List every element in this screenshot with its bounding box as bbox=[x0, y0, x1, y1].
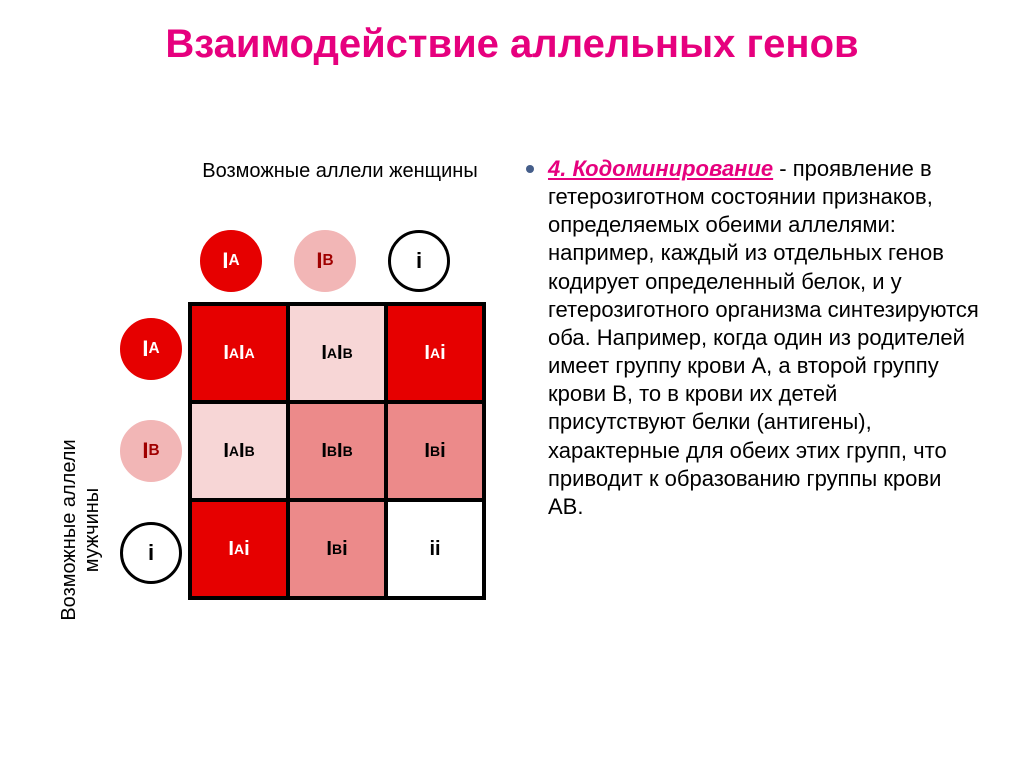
bullet-icon bbox=[526, 165, 534, 173]
slide-title: Взаимодействие аллельных генов bbox=[0, 22, 1024, 67]
row-headers: IA IB i bbox=[120, 300, 182, 602]
punnett-cell: IAi bbox=[192, 502, 286, 596]
male-alleles-label: Возможные аллели мужчины bbox=[58, 400, 104, 660]
term-label: 4. Кодоминирование bbox=[548, 156, 773, 181]
left-panel: Возможные аллели женщины Возможные аллел… bbox=[40, 160, 480, 720]
allele-circle: IB bbox=[294, 230, 356, 292]
punnett-cell: IBi bbox=[290, 502, 384, 596]
definition-text: 4. Кодоминирование - проявление в гетеро… bbox=[548, 155, 980, 521]
punnett-square: IAIBi IAIBi IAIAIAIBIAiIAIBIBIBIBiIAiIBi… bbox=[120, 230, 486, 602]
punnett-cell: IAi bbox=[388, 306, 482, 400]
bullet-item: 4. Кодоминирование - проявление в гетеро… bbox=[520, 155, 980, 521]
definition-body: - проявление в гетерозиготном состоянии … bbox=[548, 156, 979, 519]
punnett-cell: ii bbox=[388, 502, 482, 596]
allele-circle: IB bbox=[120, 420, 182, 482]
punnett-cell: IAIA bbox=[192, 306, 286, 400]
right-panel: 4. Кодоминирование - проявление в гетеро… bbox=[520, 155, 980, 521]
slide: Взаимодействие аллельных генов Возможные… bbox=[0, 0, 1024, 767]
allele-circle: i bbox=[388, 230, 450, 292]
punnett-cell: IAIB bbox=[290, 306, 384, 400]
column-headers: IA IB i bbox=[190, 230, 486, 292]
punnett-cell: IBIB bbox=[290, 404, 384, 498]
allele-circle: IA bbox=[120, 318, 182, 380]
punnett-cell: IAIB bbox=[192, 404, 286, 498]
female-alleles-label: Возможные аллели женщины bbox=[190, 160, 490, 183]
allele-circle: IA bbox=[200, 230, 262, 292]
punnett-cell: IBi bbox=[388, 404, 482, 498]
punnett-grid: IAIAIAIBIAiIAIBIBIBIBiIAiIBiii bbox=[188, 302, 486, 600]
allele-circle: i bbox=[120, 522, 182, 584]
